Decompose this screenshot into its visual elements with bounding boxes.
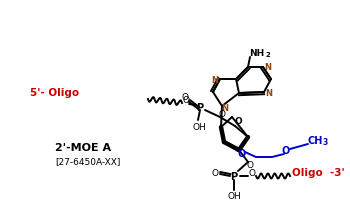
Text: N: N: [265, 63, 272, 72]
Text: O: O: [282, 145, 290, 155]
Text: P: P: [196, 102, 204, 112]
Text: O: O: [182, 93, 189, 102]
Text: 3: 3: [322, 138, 328, 147]
Text: N: N: [211, 76, 218, 85]
Text: CH: CH: [307, 135, 323, 145]
Text: O: O: [246, 161, 253, 170]
Text: O: O: [238, 148, 246, 158]
Text: 2: 2: [266, 52, 270, 58]
Text: N: N: [266, 89, 273, 98]
Text: NH: NH: [249, 48, 265, 57]
Text: P: P: [230, 171, 238, 181]
Text: Oligo  -3': Oligo -3': [292, 167, 345, 177]
Text: OH: OH: [227, 192, 241, 201]
Text: OH: OH: [192, 122, 206, 131]
Text: O: O: [182, 96, 189, 105]
Text: O: O: [234, 117, 242, 126]
Text: [27-6450A-XX]: [27-6450A-XX]: [55, 157, 120, 166]
Text: O: O: [211, 169, 218, 178]
Text: O: O: [248, 169, 256, 178]
Text: 5'- Oligo: 5'- Oligo: [30, 88, 79, 98]
Text: 2'-MOE A: 2'-MOE A: [55, 142, 111, 152]
Text: N: N: [222, 104, 229, 113]
Text: O: O: [218, 110, 225, 119]
